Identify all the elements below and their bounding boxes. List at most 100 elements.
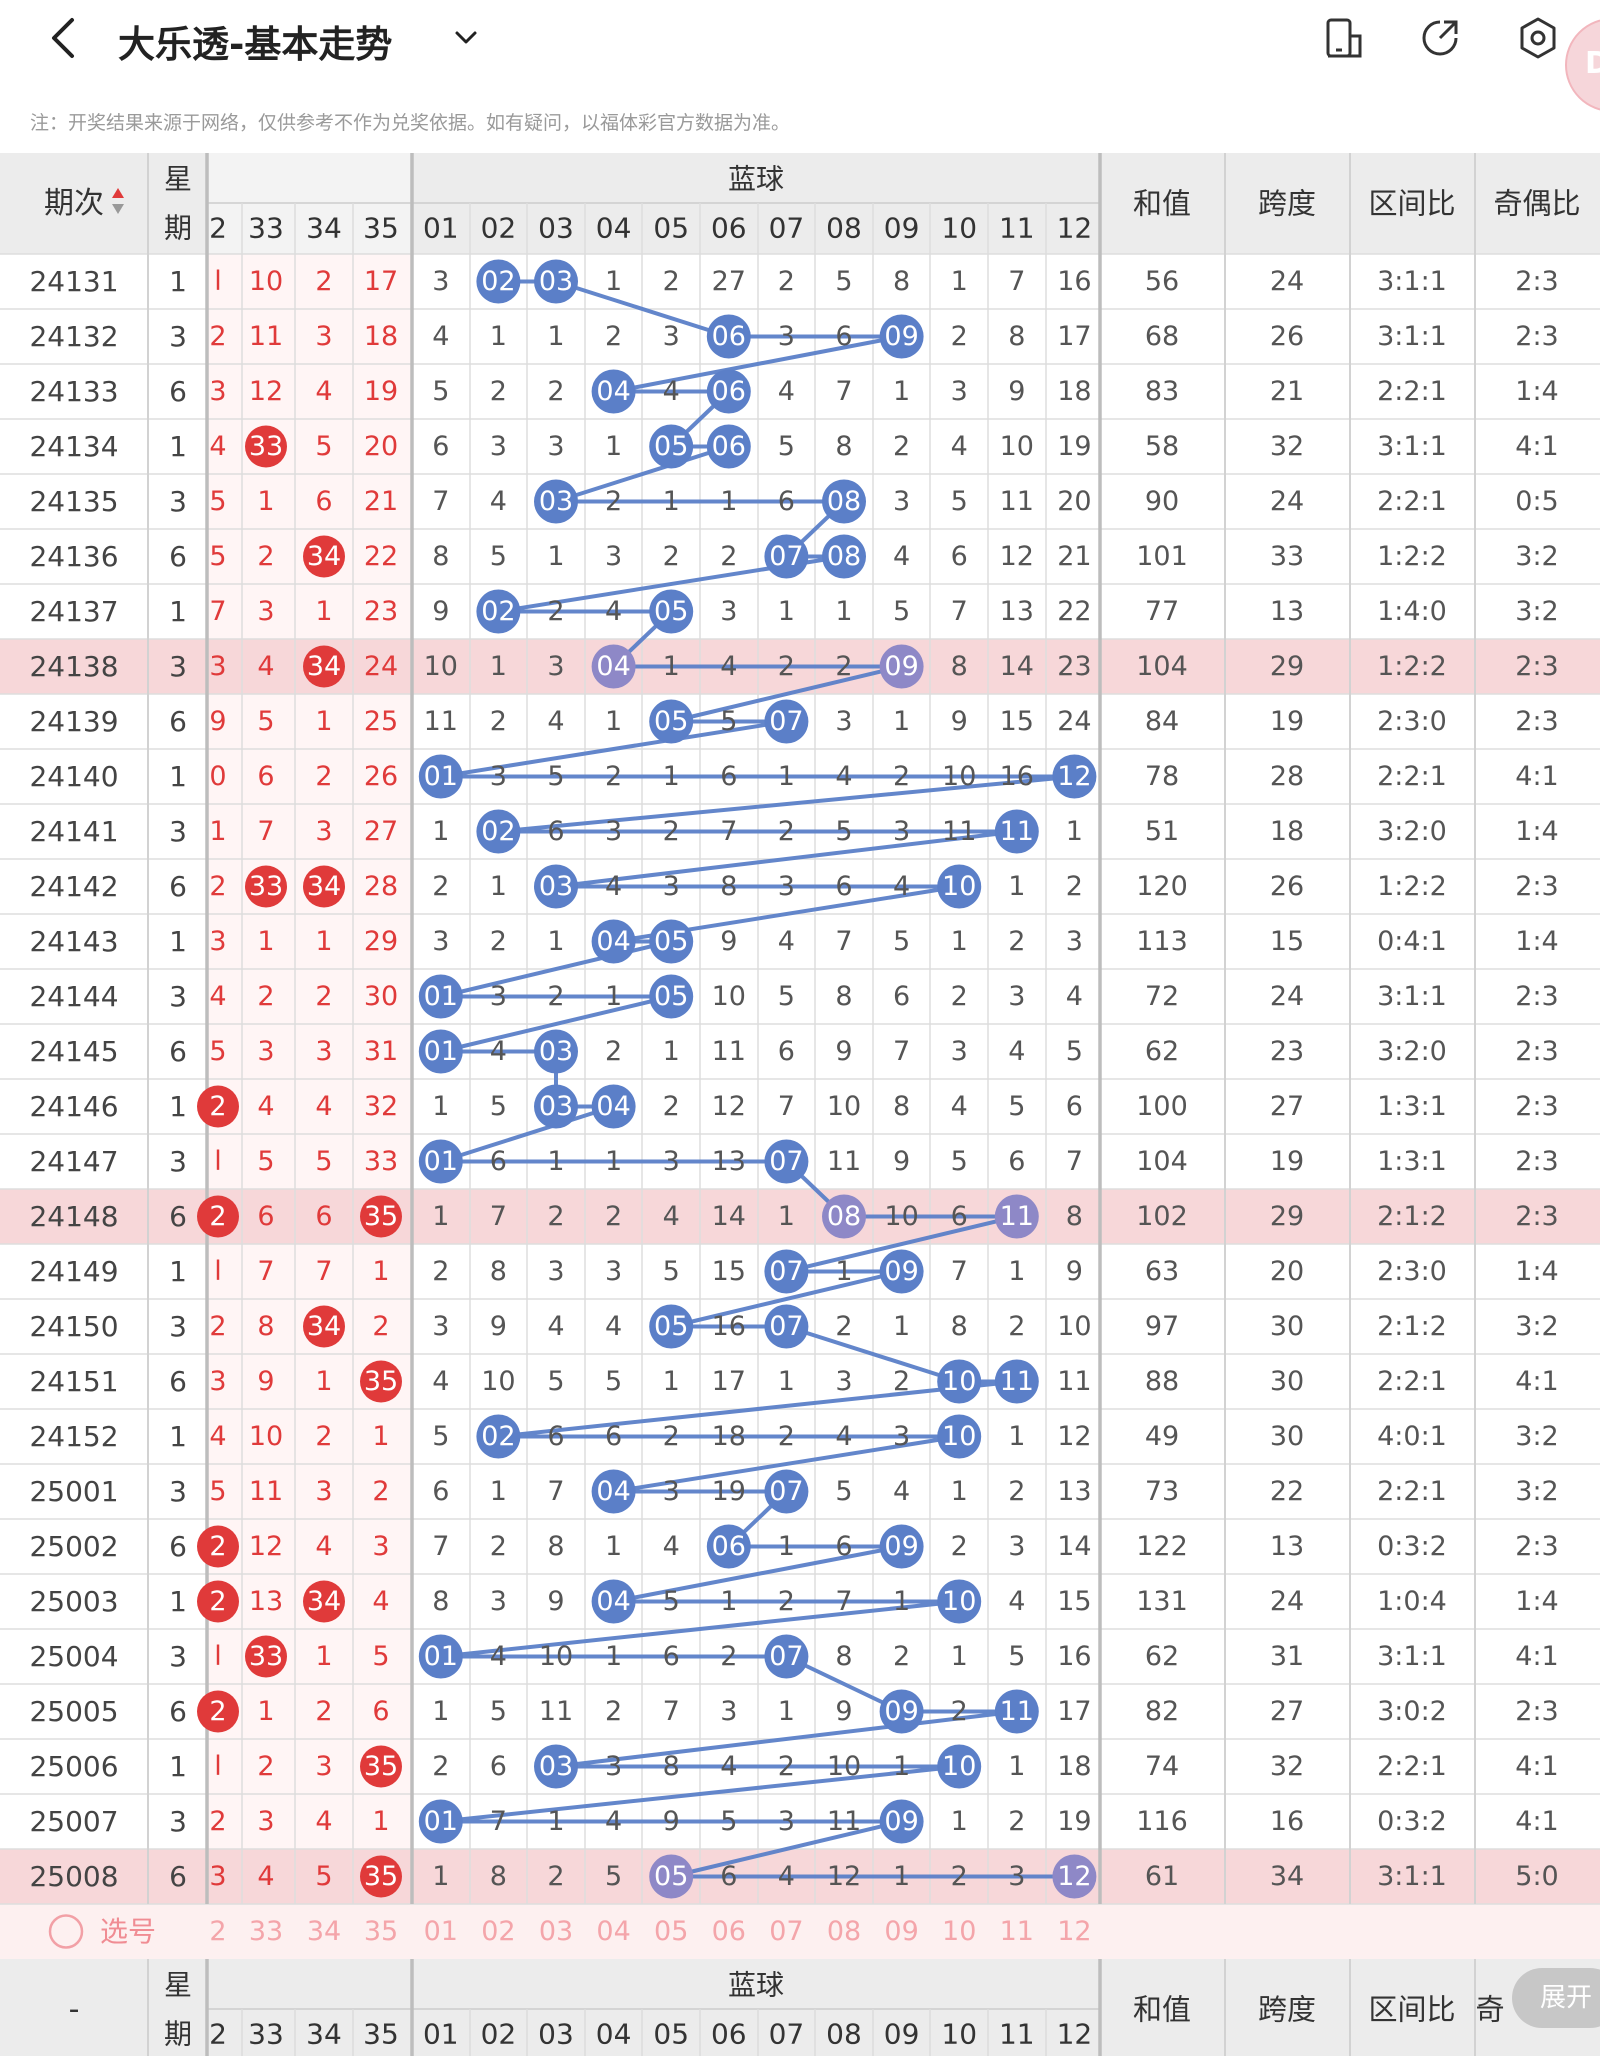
- page-title[interactable]: 大乐透-基本走势: [118, 23, 393, 66]
- blue-miss-count: 2: [778, 266, 795, 297]
- odd-even-ratio: 1:4: [1515, 376, 1558, 407]
- zone-ratio: 0:4:1: [1377, 926, 1447, 957]
- blue-miss-count: 5: [720, 706, 737, 737]
- red-miss-count: 4: [315, 376, 332, 407]
- blue-col-header: 08: [826, 212, 862, 245]
- sum-value: 100: [1136, 1091, 1188, 1122]
- zone-ratio: 2:3:0: [1377, 706, 1447, 737]
- blue-miss-count: 2: [778, 816, 795, 847]
- week-header: 星: [164, 1969, 192, 2002]
- select-blue-number: 07: [769, 1916, 803, 1947]
- red-miss-count: 3: [315, 1751, 332, 1782]
- blue-miss-count: 6: [720, 1861, 737, 1892]
- red-miss-count: 32: [364, 1091, 398, 1122]
- odd-even-ratio: 2:3: [1515, 1531, 1558, 1562]
- blue-ball-header: 蓝球: [728, 163, 784, 196]
- span-value: 30: [1270, 1421, 1304, 1452]
- select-radio[interactable]: [48, 1914, 84, 1949]
- blue-miss-count: 17: [1057, 1696, 1091, 1727]
- red-miss-count: 2: [315, 981, 332, 1012]
- red-miss-count: l: [214, 266, 222, 297]
- odd-even-ratio: 1:4: [1515, 816, 1558, 847]
- blue-ball-number: 04: [596, 1476, 630, 1507]
- blue-miss-count: 1: [547, 926, 564, 957]
- blue-ball: [649, 1304, 694, 1349]
- red-miss-count: 1: [257, 486, 274, 517]
- blue-ball-number: 05: [654, 596, 688, 627]
- blue-miss-count: 2: [663, 266, 680, 297]
- sum-value: 51: [1145, 816, 1179, 847]
- span-value: 30: [1270, 1366, 1304, 1397]
- settings-icon[interactable]: [1514, 14, 1562, 62]
- blue-miss-count: 4: [490, 486, 507, 517]
- expand-button[interactable]: 展开: [1512, 1968, 1600, 2028]
- sum-value: 77: [1145, 596, 1179, 627]
- phone-layout-icon[interactable]: [1320, 14, 1368, 62]
- sort-icon[interactable]: [112, 188, 124, 214]
- blue-ball-number: 04: [596, 1091, 630, 1122]
- zone-ratio: 1:0:4: [1377, 1586, 1447, 1617]
- issue-number: 24134: [29, 430, 118, 463]
- red-miss-count: 4: [315, 1806, 332, 1837]
- blue-ball-number: 10: [942, 871, 976, 902]
- blue-col-header: 09: [884, 212, 920, 245]
- red-miss-count: 4: [209, 431, 226, 462]
- blue-miss-count: 1: [893, 1311, 910, 1342]
- blue-miss-count: 1: [893, 1861, 910, 1892]
- share-icon[interactable]: [1416, 14, 1464, 62]
- blue-miss-count: 12: [1057, 1421, 1091, 1452]
- blue-ball: [706, 369, 751, 414]
- chevron-left-icon[interactable]: [40, 14, 88, 62]
- blue-miss-count: 8: [432, 541, 449, 572]
- blue-col-header: 06: [711, 212, 747, 245]
- sum-value: 62: [1145, 1641, 1179, 1672]
- red-miss-count: 1: [315, 926, 332, 957]
- red-ball: [303, 645, 345, 688]
- blue-miss-count: 3: [720, 1696, 737, 1727]
- blue-miss-count: 9: [893, 1146, 910, 1177]
- blue-miss-count: 4: [835, 761, 852, 792]
- blue-miss-count: 3: [663, 1476, 680, 1507]
- zone-ratio: 3:1:1: [1377, 1641, 1447, 1672]
- blue-ball-number: 05: [654, 981, 688, 1012]
- red-miss-count: 31: [364, 1036, 398, 1067]
- blue-miss-count: 13: [1000, 596, 1034, 627]
- blue-ball-number: 10: [942, 1586, 976, 1617]
- odd-even-ratio: 4:1: [1515, 1641, 1558, 1672]
- issue-number: 25008: [29, 1860, 118, 1893]
- sum-value: 82: [1145, 1696, 1179, 1727]
- sum-value: 116: [1136, 1806, 1188, 1837]
- blue-miss-count: 4: [778, 376, 795, 407]
- select-red-number: 35: [364, 1916, 398, 1947]
- red-miss-count: 19: [364, 376, 398, 407]
- red-miss-count: 0: [209, 761, 226, 792]
- blue-ball-number: 11: [1000, 1696, 1034, 1727]
- blue-col-header: 02: [481, 212, 517, 245]
- blue-miss-count: 6: [778, 486, 795, 517]
- blue-miss-count: 2: [490, 1531, 507, 1562]
- sum-value: 68: [1145, 321, 1179, 352]
- blue-miss-count: 22: [1057, 596, 1091, 627]
- blue-ball-number: 03: [539, 266, 573, 297]
- blue-miss-count: 9: [951, 706, 968, 737]
- zone-ratio: 1:2:2: [1377, 541, 1447, 572]
- blue-ball: [994, 1359, 1039, 1404]
- week-day: 1: [169, 1585, 187, 1618]
- red-miss-count: 5: [257, 706, 274, 737]
- odd-even-ratio: 1:4: [1515, 926, 1558, 957]
- blue-miss-count: 2: [605, 1036, 622, 1067]
- odd-even-ratio: 2:3: [1515, 651, 1558, 682]
- red-col-header: 35: [363, 2018, 399, 2051]
- chevron-down-icon[interactable]: [448, 22, 484, 54]
- blue-miss-count: 4: [778, 926, 795, 957]
- odd-even-ratio: 3:2: [1515, 1476, 1558, 1507]
- blue-ball: [764, 1304, 809, 1349]
- red-miss-count: 9: [257, 1366, 274, 1397]
- blue-miss-count: 3: [605, 1256, 622, 1287]
- blue-miss-count: 7: [835, 926, 852, 957]
- blue-ball-number: 05: [654, 926, 688, 957]
- red-col-header: 34: [306, 212, 342, 245]
- span-value: 31: [1270, 1641, 1304, 1672]
- sum-value: 83: [1145, 376, 1179, 407]
- select-blue-number: 10: [942, 1916, 976, 1947]
